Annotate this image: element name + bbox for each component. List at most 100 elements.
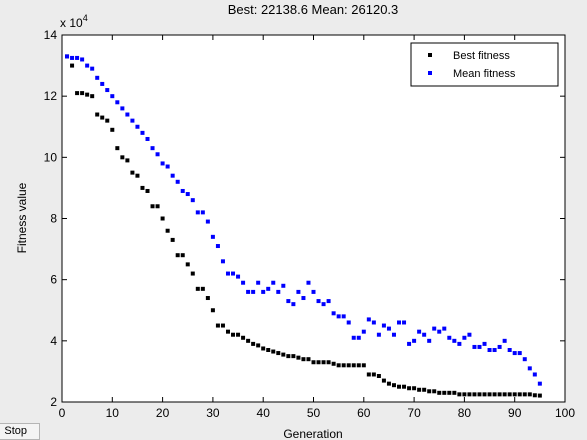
- mean-fitness-point: [105, 88, 110, 93]
- best-fitness-point: [376, 374, 381, 379]
- mean-fitness-point: [346, 320, 351, 325]
- mean-fitness-point: [507, 348, 512, 353]
- mean-fitness-point: [266, 286, 271, 291]
- mean-fitness-point: [442, 326, 447, 331]
- best-fitness-point: [336, 363, 341, 368]
- best-fitness-point: [215, 323, 220, 328]
- mean-fitness-point: [427, 338, 432, 343]
- best-fitness-point: [381, 378, 386, 383]
- best-fitness-point: [200, 286, 205, 291]
- x-tick-label: 0: [59, 406, 66, 420]
- y-multiplier-exponent: 4: [83, 13, 88, 23]
- x-tick-label: 50: [307, 406, 321, 420]
- x-tick-label: 40: [257, 406, 271, 420]
- mean-fitness-point: [286, 299, 291, 304]
- best-fitness-point: [271, 349, 276, 354]
- mean-fitness-point: [397, 320, 402, 325]
- mean-fitness-point: [271, 280, 276, 285]
- best-fitness-point: [326, 360, 331, 365]
- best-fitness-point: [105, 118, 110, 123]
- mean-fitness-point: [281, 283, 286, 288]
- mean-fitness-point: [130, 118, 135, 123]
- mean-fitness-point: [185, 192, 190, 197]
- best-fitness-point: [452, 390, 457, 395]
- best-fitness-point: [447, 390, 452, 395]
- best-fitness-point: [527, 392, 532, 397]
- mean-fitness-point: [215, 244, 220, 249]
- mean-fitness-point: [115, 100, 120, 105]
- mean-fitness-point: [225, 271, 230, 276]
- mean-fitness-point: [457, 341, 462, 346]
- best-fitness-point: [256, 343, 261, 348]
- mean-fitness-point: [180, 188, 185, 193]
- mean-fitness-point: [402, 320, 407, 325]
- mean-fitness-point: [412, 338, 417, 343]
- mean-fitness-point: [467, 332, 472, 337]
- mean-fitness-point: [432, 326, 437, 331]
- stop-button[interactable]: Stop: [0, 423, 40, 440]
- best-fitness-point: [462, 392, 467, 397]
- best-fitness-point: [190, 271, 195, 276]
- series-best-fitness: [65, 54, 542, 398]
- mean-fitness-point: [80, 57, 85, 62]
- mean-fitness-point: [371, 320, 376, 325]
- mean-fitness-point: [502, 338, 507, 343]
- best-fitness-point: [80, 91, 85, 96]
- mean-fitness-point: [251, 289, 256, 294]
- best-fitness-point: [140, 185, 145, 190]
- best-fitness-point: [286, 354, 291, 359]
- x-tick-label: 100: [555, 406, 575, 420]
- best-fitness-point: [296, 355, 301, 360]
- mean-fitness-point: [75, 55, 80, 60]
- best-fitness-point: [160, 216, 165, 221]
- legend-marker-best: [428, 53, 432, 57]
- best-fitness-point: [512, 392, 517, 397]
- axis-ticks: 0 10 20 30 40 50 60 70 80 90 100 2 4 6 8 10 12 14: [44, 28, 576, 420]
- mean-fitness-point: [537, 381, 542, 386]
- mean-fitness-point: [210, 234, 215, 239]
- mean-fitness-point: [437, 329, 442, 334]
- best-fitness-point: [281, 352, 286, 357]
- best-fitness-point: [427, 389, 432, 394]
- mean-fitness-point: [482, 341, 487, 346]
- best-fitness-point: [165, 228, 170, 233]
- best-fitness-point: [90, 94, 95, 99]
- mean-fitness-point: [160, 161, 165, 166]
- best-fitness-point: [331, 361, 336, 366]
- best-fitness-point: [407, 386, 412, 391]
- best-fitness-point: [150, 204, 155, 209]
- best-fitness-point: [100, 115, 105, 120]
- mean-fitness-point: [296, 289, 301, 294]
- mean-fitness-point: [497, 344, 502, 349]
- mean-fitness-point: [190, 198, 195, 203]
- mean-fitness-point: [452, 338, 457, 343]
- best-fitness-point: [492, 392, 497, 397]
- y-axis-label: Fitness value: [15, 182, 29, 253]
- best-fitness-point: [225, 329, 230, 334]
- best-fitness-point: [467, 392, 472, 397]
- legend: Best fitness Mean fitness: [410, 42, 559, 87]
- mean-fitness-point: [120, 106, 125, 111]
- mean-fitness-point: [351, 335, 356, 340]
- mean-fitness-point: [205, 219, 210, 224]
- mean-fitness-point: [140, 130, 145, 135]
- best-fitness-point: [532, 393, 537, 398]
- y-tick-label: 6: [50, 273, 57, 287]
- best-fitness-point: [346, 363, 351, 368]
- mean-fitness-point: [65, 54, 70, 59]
- best-fitness-point: [95, 112, 100, 117]
- x-tick-label: 20: [156, 406, 170, 420]
- best-fitness-point: [276, 351, 281, 356]
- y-tick-label: 10: [44, 150, 58, 164]
- best-fitness-point: [432, 389, 437, 394]
- best-fitness-point: [135, 173, 140, 178]
- best-fitness-point: [291, 354, 296, 359]
- best-fitness-point: [386, 381, 391, 386]
- best-fitness-point: [497, 392, 502, 397]
- mean-fitness-point: [477, 344, 482, 349]
- mean-fitness-point: [220, 259, 225, 264]
- best-fitness-point: [366, 372, 371, 377]
- mean-fitness-point: [422, 332, 427, 337]
- best-fitness-point: [341, 363, 346, 368]
